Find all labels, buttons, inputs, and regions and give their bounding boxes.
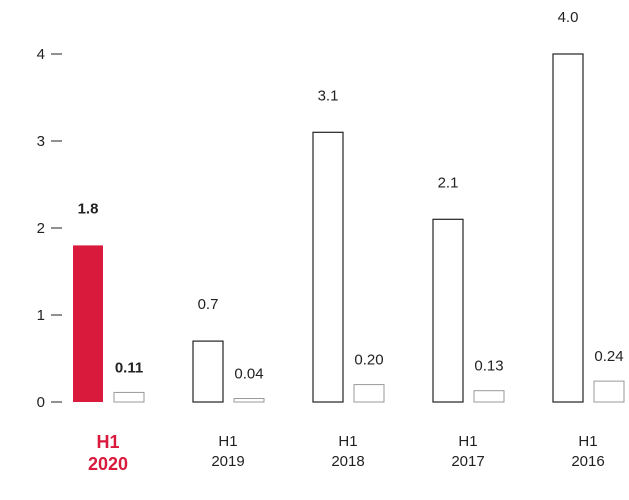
bars (73, 53, 625, 403)
x-tick-label-year: 2018 (331, 453, 364, 470)
bar-secondary (233, 398, 265, 403)
bar-secondary (353, 384, 385, 403)
x-tick-label-year: 2017 (451, 453, 484, 470)
x-tick-label-year: 2020 (88, 454, 128, 474)
y-tick-label: 2 (37, 220, 45, 237)
data-label-secondary: 0.04 (234, 366, 263, 383)
bar-primary (552, 53, 584, 403)
bar-secondary (593, 380, 625, 403)
x-tick-label: H1 (578, 433, 597, 450)
bar-primary (192, 340, 224, 403)
x-tick-label: H1 (338, 433, 357, 450)
bar-primary (432, 218, 464, 403)
data-label-secondary: 0.11 (115, 359, 143, 376)
y-tick-label: 0 (37, 394, 45, 411)
x-tick-label-year: 2016 (571, 453, 604, 470)
data-label-secondary: 0.24 (594, 348, 623, 365)
y-tick-label: 4 (37, 46, 45, 63)
x-tick-label: H1 (96, 432, 119, 452)
data-label-secondary: 0.13 (474, 358, 503, 375)
bar-secondary (473, 390, 505, 403)
x-tick-label: H1 (458, 433, 477, 450)
y-tick-label: 3 (37, 133, 45, 150)
data-label-primary: 1.8 (78, 200, 99, 217)
data-label-primary: 0.7 (198, 296, 219, 313)
x-tick-label-year: 2019 (211, 453, 244, 470)
x-tick-label: H1 (218, 433, 237, 450)
data-label-primary: 3.1 (318, 87, 339, 104)
y-tick-label: 1 (37, 307, 45, 324)
value-labels: 1.8 0.11 0.7 0.04 3.1 0.20 2.1 0.13 4.0 0.24 (78, 9, 624, 383)
bar-primary (312, 131, 344, 403)
bar-secondary (113, 391, 145, 403)
y-axis: 0 1 2 3 4 (37, 46, 62, 411)
bar-primary (73, 245, 103, 402)
data-label-secondary: 0.20 (354, 352, 383, 369)
data-label-primary: 4.0 (558, 9, 579, 26)
data-label-primary: 2.1 (438, 174, 459, 191)
